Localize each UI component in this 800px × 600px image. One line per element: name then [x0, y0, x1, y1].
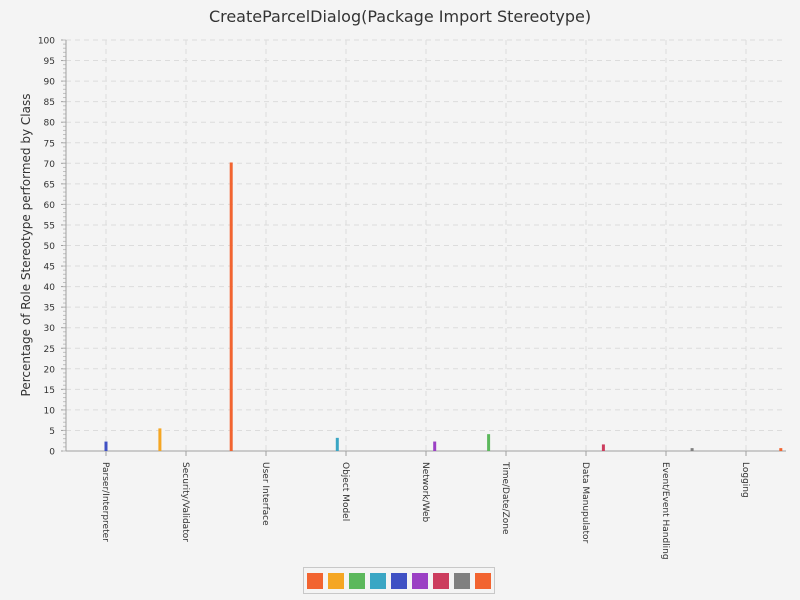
legend-swatch	[307, 572, 323, 589]
y-tick-label: 80	[44, 119, 56, 129]
y-tick-label: 0	[49, 448, 55, 458]
legend-swatch	[328, 572, 344, 589]
y-tick-label: 75	[44, 139, 55, 149]
y-tick-label: 85	[44, 98, 55, 108]
y-tick-label: 45	[44, 263, 55, 273]
x-tick-label: Data Manupulator	[580, 462, 590, 544]
y-tick-label: 60	[44, 201, 56, 211]
legend-swatch	[454, 572, 470, 589]
legend-swatch	[433, 572, 449, 589]
y-tick-label: 65	[44, 180, 55, 190]
y-tick-label: 35	[44, 304, 55, 314]
legend-swatch	[370, 572, 386, 589]
x-tick-label: Time/Date/Zone	[500, 461, 510, 535]
legend-swatch	[391, 572, 407, 589]
y-tick-label: 15	[44, 386, 55, 396]
bar	[601, 444, 605, 451]
x-tick-label: Event/Event Handling	[660, 462, 670, 560]
bar-chart: 0 5 10 15 20 25 30 35 40 45 50 55 60 65 70 75 80 85 90 95 10…	[38, 37, 786, 560]
bar	[229, 162, 233, 451]
bar	[779, 448, 783, 451]
legend-swatch	[475, 572, 491, 589]
y-tick-label: 70	[44, 160, 56, 170]
chart-title: CreateParcelDialog(Package Import Stereo…	[208, 7, 592, 26]
legend	[303, 567, 495, 594]
y-tick-label: 55	[44, 221, 55, 231]
bar	[433, 441, 437, 451]
bar	[335, 437, 339, 451]
x-tick-label: Network/Web	[420, 462, 430, 523]
x-tick-label: Parser/Interpreter	[100, 462, 110, 542]
y-tick-label: 50	[44, 242, 56, 252]
bar	[158, 428, 162, 451]
bar	[104, 441, 108, 451]
x-tick-label: Object Model	[340, 462, 350, 521]
legend-swatch	[349, 572, 365, 589]
x-tick-label: Logging	[740, 462, 750, 498]
y-tick-label: 100	[38, 37, 55, 47]
x-tick-label: Security/Validator	[180, 462, 190, 542]
legend-swatch	[412, 572, 428, 589]
y-tick-label: 20	[44, 365, 56, 375]
y-tick-label: 95	[44, 57, 55, 67]
bar	[487, 434, 491, 451]
y-tick-label: 10	[44, 406, 56, 416]
x-tick-label: User Interface	[260, 462, 270, 526]
y-tick-label: 5	[49, 427, 55, 437]
bar	[690, 448, 694, 451]
y-tick-label: 30	[44, 324, 56, 334]
y-tick-label: 25	[44, 345, 55, 355]
y-tick-label: 40	[44, 283, 56, 293]
y-tick-label: 90	[44, 78, 56, 88]
